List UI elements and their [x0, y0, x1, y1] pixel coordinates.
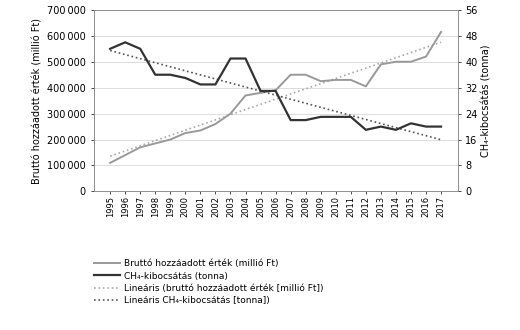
Bruttó hozzáadott érték (millió Ft): [318, 79, 324, 83]
Lineáris (bruttó hozzáadott érték [millió Ft]): [333, 77, 339, 81]
Lineáris CH₄-kibocsátás [tonna]): [212, 77, 218, 81]
Lineáris CH₄-kibocsátás [tonna]): [107, 49, 113, 52]
CH₄-kibocsátás (tonna): [257, 89, 264, 93]
Line: Lineáris CH₄-kibocsátás [tonna]): Lineáris CH₄-kibocsátás [tonna]): [110, 50, 441, 140]
Bruttó hozzáadott érték (millió Ft): [257, 91, 264, 95]
CH₄-kibocsátás (tonna): [378, 125, 384, 129]
CH₄-kibocsátás (tonna): [197, 82, 203, 86]
Lineáris CH₄-kibocsátás [tonna]): [197, 73, 203, 77]
Lineáris (bruttó hozzáadott érték [millió Ft]): [393, 56, 399, 60]
CH₄-kibocsátás (tonna): [107, 47, 113, 51]
Bruttó hozzáadott érték (millió Ft): [333, 78, 339, 82]
Bruttó hozzáadott érték (millió Ft): [197, 128, 203, 132]
CH₄-kibocsátás (tonna): [408, 121, 414, 125]
Bruttó hozzáadott érték (millió Ft): [122, 153, 128, 157]
Lineáris CH₄-kibocsátás [tonna]): [152, 61, 159, 65]
Bruttó hozzáadott érték (millió Ft): [137, 145, 144, 149]
Lineáris CH₄-kibocsátás [tonna]): [272, 93, 279, 97]
Bruttó hozzáadott érték (millió Ft): [272, 88, 279, 92]
Line: Lineáris (bruttó hozzáadott érték [millió Ft]): Lineáris (bruttó hozzáadott érték [milli…: [110, 42, 441, 156]
Lineáris CH₄-kibocsátás [tonna]): [288, 97, 294, 101]
Lineáris CH₄-kibocsátás [tonna]): [408, 130, 414, 134]
Lineáris (bruttó hozzáadott érték [millió Ft]): [363, 66, 369, 70]
Lineáris (bruttó hozzáadott érték [millió Ft]): [348, 71, 354, 75]
Bruttó hozzáadott érték (millió Ft): [348, 78, 354, 82]
Lineáris CH₄-kibocsátás [tonna]): [137, 57, 144, 61]
Y-axis label: Bruttó hozzáadott érték (millió Ft): Bruttó hozzáadott érték (millió Ft): [33, 17, 43, 184]
Lineáris CH₄-kibocsátás [tonna]): [227, 81, 233, 85]
Bruttó hozzáadott érték (millió Ft): [408, 60, 414, 64]
Bruttó hozzáadott érték (millió Ft): [288, 73, 294, 77]
Lineáris CH₄-kibocsátás [tonna]): [423, 134, 429, 138]
Line: CH₄-kibocsátás (tonna): CH₄-kibocsátás (tonna): [110, 42, 441, 130]
CH₄-kibocsátás (tonna): [152, 73, 159, 77]
Lineáris CH₄-kibocsátás [tonna]): [182, 69, 188, 73]
Lineáris (bruttó hozzáadott érték [millió Ft]): [227, 113, 233, 117]
Lineáris CH₄-kibocsátás [tonna]): [167, 65, 174, 69]
CH₄-kibocsátás (tonna): [333, 115, 339, 119]
Line: Bruttó hozzáadott érték (millió Ft): Bruttó hozzáadott érték (millió Ft): [110, 32, 441, 163]
CH₄-kibocsátás (tonna): [363, 128, 369, 132]
Bruttó hozzáadott érték (millió Ft): [423, 54, 429, 58]
Bruttó hozzáadott érték (millió Ft): [438, 30, 444, 34]
Lineáris CH₄-kibocsátás [tonna]): [318, 105, 324, 109]
Lineáris (bruttó hozzáadott érték [millió Ft]): [303, 87, 309, 91]
Lineáris CH₄-kibocsátás [tonna]): [257, 89, 264, 93]
CH₄-kibocsátás (tonna): [438, 125, 444, 129]
Lineáris (bruttó hozzáadott érték [millió Ft]): [318, 82, 324, 85]
Lineáris (bruttó hozzáadott érték [millió Ft]): [408, 50, 414, 54]
Lineáris (bruttó hozzáadott érték [millió Ft]): [378, 61, 384, 65]
CH₄-kibocsátás (tonna): [167, 73, 174, 77]
Bruttó hozzáadott érték (millió Ft): [182, 131, 188, 135]
CH₄-kibocsátás (tonna): [348, 115, 354, 119]
Lineáris CH₄-kibocsátás [tonna]): [363, 117, 369, 121]
Lineáris (bruttó hozzáadott érték [millió Ft]): [242, 108, 249, 112]
Bruttó hozzáadott érték (millió Ft): [378, 62, 384, 66]
Lineáris CH₄-kibocsátás [tonna]): [242, 85, 249, 89]
Lineáris (bruttó hozzáadott érték [millió Ft]): [137, 144, 144, 148]
Lineáris (bruttó hozzáadott érték [millió Ft]): [257, 102, 264, 106]
Lineáris CH₄-kibocsátás [tonna]): [378, 121, 384, 125]
CH₄-kibocsátás (tonna): [303, 118, 309, 122]
CH₄-kibocsátás (tonna): [423, 125, 429, 129]
Bruttó hozzáadott érték (millió Ft): [107, 161, 113, 165]
CH₄-kibocsátás (tonna): [242, 56, 249, 60]
Legend: Bruttó hozzáadott érték (millió Ft), CH₄-kibocsátás (tonna), Lineáris (bruttó ho: Bruttó hozzáadott érték (millió Ft), CH₄…: [95, 259, 324, 305]
Lineáris CH₄-kibocsátás [tonna]): [348, 114, 354, 117]
Lineáris CH₄-kibocsátás [tonna]): [122, 52, 128, 56]
Y-axis label: CH₄-kibocsátás (tonna): CH₄-kibocsátás (tonna): [482, 45, 492, 157]
Lineáris (bruttó hozzáadott érték [millió Ft]): [107, 154, 113, 158]
Lineáris (bruttó hozzáadott érték [millió Ft]): [212, 118, 218, 122]
Lineáris CH₄-kibocsátás [tonna]): [303, 101, 309, 105]
Lineáris (bruttó hozzáadott érték [millió Ft]): [438, 40, 444, 44]
CH₄-kibocsátás (tonna): [212, 82, 218, 86]
CH₄-kibocsátás (tonna): [227, 56, 233, 60]
CH₄-kibocsátás (tonna): [393, 128, 399, 132]
Lineáris (bruttó hozzáadott érték [millió Ft]): [182, 128, 188, 132]
Lineáris (bruttó hozzáadott érték [millió Ft]): [423, 46, 429, 50]
Lineáris (bruttó hozzáadott érték [millió Ft]): [122, 149, 128, 153]
Lineáris (bruttó hozzáadott érték [millió Ft]): [152, 139, 159, 143]
Lineáris CH₄-kibocsátás [tonna]): [393, 126, 399, 130]
Bruttó hozzáadott érték (millió Ft): [212, 122, 218, 126]
Bruttó hozzáadott érték (millió Ft): [152, 142, 159, 146]
Lineáris (bruttó hozzáadott érték [millió Ft]): [167, 133, 174, 137]
Lineáris (bruttó hozzáadott érték [millió Ft]): [197, 123, 203, 127]
CH₄-kibocsátás (tonna): [182, 76, 188, 80]
Bruttó hozzáadott érték (millió Ft): [393, 60, 399, 64]
Bruttó hozzáadott érték (millió Ft): [227, 112, 233, 115]
Bruttó hozzáadott érték (millió Ft): [303, 73, 309, 77]
CH₄-kibocsátás (tonna): [137, 47, 144, 51]
Lineáris (bruttó hozzáadott érték [millió Ft]): [288, 92, 294, 96]
Lineáris CH₄-kibocsátás [tonna]): [333, 109, 339, 113]
CH₄-kibocsátás (tonna): [272, 89, 279, 93]
Bruttó hozzáadott érték (millió Ft): [363, 84, 369, 88]
Bruttó hozzáadott érték (millió Ft): [242, 93, 249, 97]
CH₄-kibocsátás (tonna): [288, 118, 294, 122]
Lineáris (bruttó hozzáadott érték [millió Ft]): [272, 97, 279, 101]
CH₄-kibocsátás (tonna): [122, 40, 128, 44]
CH₄-kibocsátás (tonna): [318, 115, 324, 119]
Lineáris CH₄-kibocsátás [tonna]): [438, 138, 444, 142]
Bruttó hozzáadott érték (millió Ft): [167, 138, 174, 142]
